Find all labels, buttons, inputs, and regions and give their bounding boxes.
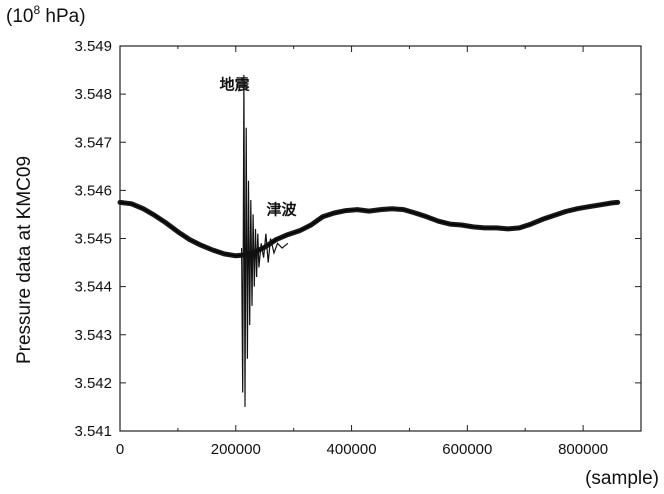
- x-tick-label: 200000: [211, 441, 261, 458]
- y-tick-label: 3.543: [74, 327, 112, 344]
- x-tick-label: 0: [116, 441, 124, 458]
- y-tick-label: 3.542: [74, 375, 112, 392]
- y-tick-label: 3.548: [74, 86, 112, 103]
- series-layer: [117, 74, 621, 407]
- annotation-label: 津波: [266, 200, 297, 218]
- y-axis-title: Pressure data at KMC09: [14, 156, 35, 364]
- earthquake-oscillation: [241, 74, 289, 407]
- x-axis-title: (sample): [585, 468, 659, 489]
- x-tick-label: 400000: [327, 441, 377, 458]
- y-tick-label: 3.541: [74, 423, 112, 440]
- unit-label-exponent: 8: [33, 3, 40, 17]
- unit-label-suffix: hPa): [40, 6, 85, 27]
- y-tick-label: 3.545: [74, 231, 112, 248]
- plot-frame: [119, 45, 642, 432]
- ticks: 0 200000 400000 600000 800000 3.541 3.542 3.543…: [74, 38, 641, 458]
- y-tick-label: 3.549: [74, 38, 112, 55]
- x-tick-label: 800000: [558, 441, 608, 458]
- y-tick-label: 3.547: [74, 134, 112, 151]
- unit-label-base: (10: [6, 6, 33, 27]
- y-tick-label: 3.546: [74, 182, 112, 199]
- unit-label: (108 hPa): [6, 3, 86, 27]
- y-tick-label: 3.544: [74, 279, 112, 296]
- x-tick-label: 600000: [442, 441, 492, 458]
- annotation-label: 地震: [220, 75, 251, 93]
- pressure-series-line: [119, 201, 618, 257]
